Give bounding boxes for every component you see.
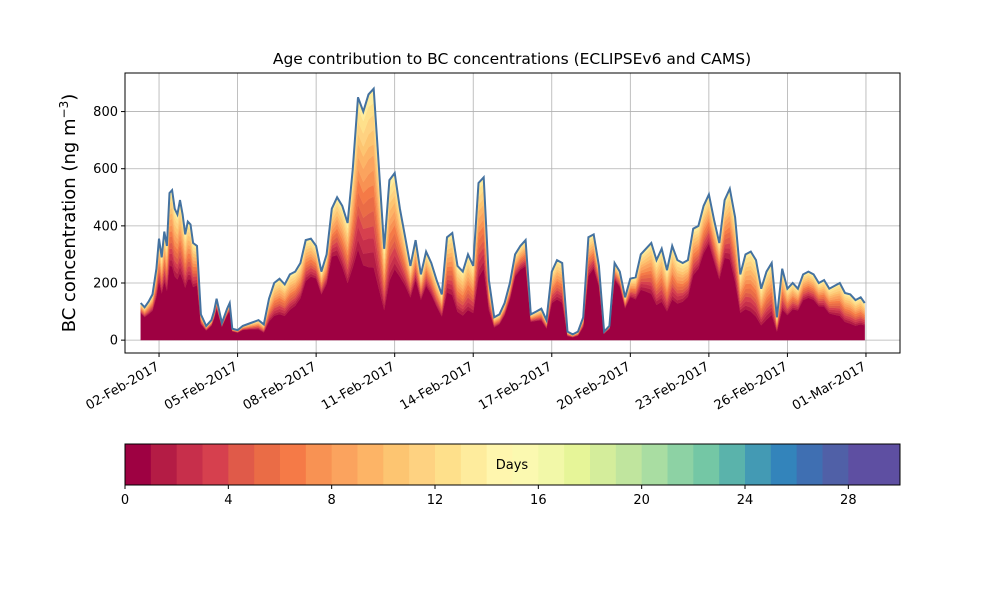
colorbar-bin-24 bbox=[745, 444, 772, 485]
total-concentration-line bbox=[139, 86, 866, 336]
x-tick-label-3: 11-Feb-2017 bbox=[319, 359, 398, 413]
colorbar-bin-8 bbox=[331, 444, 358, 485]
x-tick-label-0: 02-Feb-2017 bbox=[83, 359, 162, 413]
colorbar-bin-6 bbox=[280, 444, 307, 485]
colorbar-bin-19 bbox=[615, 444, 643, 485]
colorbar-tick-label-7: 28 bbox=[840, 493, 857, 508]
y-tick-label-0: 0 bbox=[110, 334, 118, 349]
x-tick-label-1: 05-Feb-2017 bbox=[162, 359, 241, 413]
colorbar-bin-18 bbox=[590, 444, 617, 485]
y-tick-label-4: 800 bbox=[93, 105, 118, 120]
colorbar-bin-25 bbox=[770, 444, 798, 485]
colorbar-tick-label-0: 0 bbox=[121, 493, 129, 508]
stacked-age-areas bbox=[140, 88, 865, 341]
colorbar-tick-label-2: 8 bbox=[328, 493, 336, 508]
colorbar-tick-label-3: 12 bbox=[427, 493, 444, 508]
x-tick-label-7: 23-Feb-2017 bbox=[633, 359, 712, 413]
y-tick-label-2: 400 bbox=[93, 219, 118, 234]
colorbar-frame bbox=[124, 443, 901, 486]
colorbar-bin-22 bbox=[693, 444, 720, 485]
colorbar-tick-label-4: 16 bbox=[530, 493, 547, 508]
x-tick-label-4: 14-Feb-2017 bbox=[398, 359, 477, 413]
colorbar-bin-11 bbox=[409, 444, 436, 485]
x-tick-label-5: 17-Feb-2017 bbox=[476, 359, 555, 413]
colorbar-bin-15 bbox=[512, 444, 539, 485]
x-tick-label-8: 26-Feb-2017 bbox=[712, 359, 791, 413]
chart-title: Age contribution to BC concentrations (E… bbox=[273, 50, 751, 68]
colorbar-bin-3 bbox=[202, 444, 229, 485]
colorbar-bin-7 bbox=[305, 444, 333, 485]
colorbar-bin-0 bbox=[125, 444, 152, 485]
colorbar-bin-29 bbox=[874, 444, 901, 485]
y-axis-label: BC concentration (ng m−3) bbox=[57, 94, 80, 333]
x-tick-label-9: 01-Mar-2017 bbox=[790, 359, 869, 413]
colorbar-tick-label-5: 20 bbox=[633, 493, 650, 508]
colorbar-bin-4 bbox=[228, 444, 255, 485]
y-axis-label-base: BC concentration (ng m bbox=[59, 118, 80, 332]
colorbar-ticks: 0 4 8 12 16 20 24 28 bbox=[121, 485, 857, 508]
colorbar-bin-1 bbox=[150, 444, 178, 485]
x-axis-ticks: 02-Feb-2017 05-Feb-2017 08-Feb-2017 11-Feb-… bbox=[83, 353, 869, 414]
colorbar-bin-28 bbox=[848, 444, 875, 485]
colorbar-bin-20 bbox=[641, 444, 668, 485]
colorbar-bin-27 bbox=[822, 444, 849, 485]
colorbar-bin-9 bbox=[357, 444, 384, 485]
total-line-path bbox=[139, 86, 866, 336]
colorbar-bin-16 bbox=[538, 444, 565, 485]
y-tick-label-1: 200 bbox=[93, 277, 118, 292]
colorbar-bin-21 bbox=[667, 444, 694, 485]
y-axis-label-exponent: −3 bbox=[57, 101, 71, 119]
colorbar-bin-13 bbox=[460, 444, 488, 485]
colorbar-bin-5 bbox=[254, 444, 281, 485]
colorbar-tick-label-6: 24 bbox=[737, 493, 754, 508]
y-axis-label-close: ) bbox=[59, 94, 80, 101]
colorbar-bin-17 bbox=[564, 444, 591, 485]
colorbar-bin-26 bbox=[796, 444, 823, 485]
colorbar-bin-12 bbox=[435, 444, 462, 485]
colorbar-bin-23 bbox=[719, 444, 746, 485]
colorbar-label: Days bbox=[496, 458, 529, 473]
colorbar-bin-14 bbox=[486, 444, 513, 485]
y-axis-ticks: 0 200 400 600 800 bbox=[93, 105, 125, 349]
colorbar-bin-2 bbox=[176, 444, 203, 485]
colorbar-tick-label-1: 4 bbox=[224, 493, 232, 508]
x-tick-label-2: 08-Feb-2017 bbox=[241, 359, 320, 413]
x-tick-label-6: 20-Feb-2017 bbox=[555, 359, 634, 413]
colorbar bbox=[124, 443, 901, 486]
plot-frame bbox=[124, 72, 901, 354]
colorbar-bin-10 bbox=[383, 444, 410, 485]
y-tick-label-3: 600 bbox=[93, 162, 118, 177]
